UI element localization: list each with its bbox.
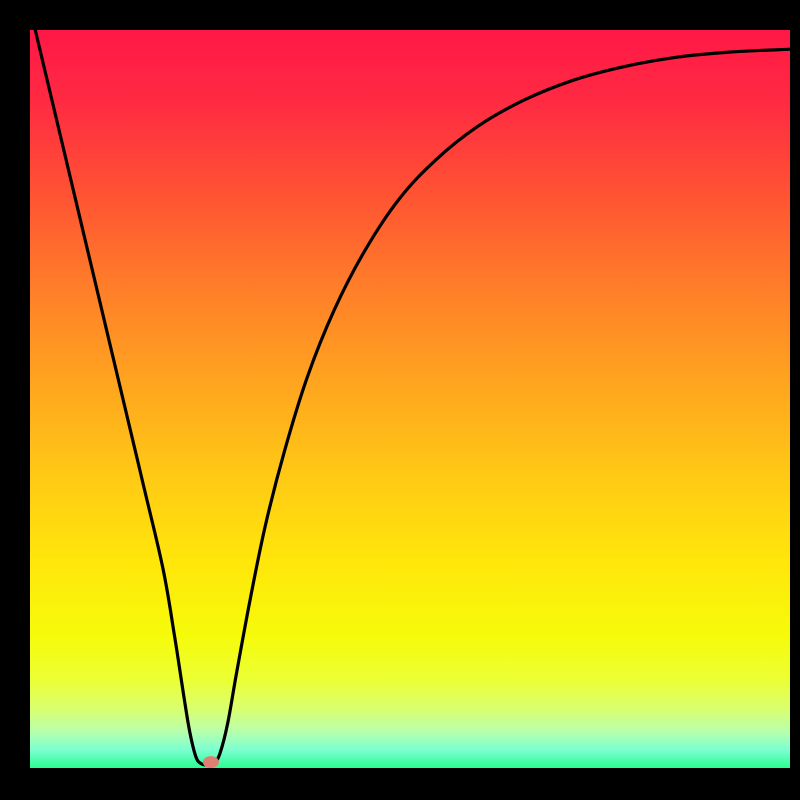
frame-right <box>790 0 800 800</box>
frame-bottom <box>0 768 800 800</box>
frame-left <box>0 0 30 800</box>
plot-area <box>30 30 790 768</box>
minimum-marker <box>203 756 219 768</box>
chart-svg <box>30 30 790 768</box>
frame-top <box>0 0 800 30</box>
curve-path <box>30 30 790 765</box>
